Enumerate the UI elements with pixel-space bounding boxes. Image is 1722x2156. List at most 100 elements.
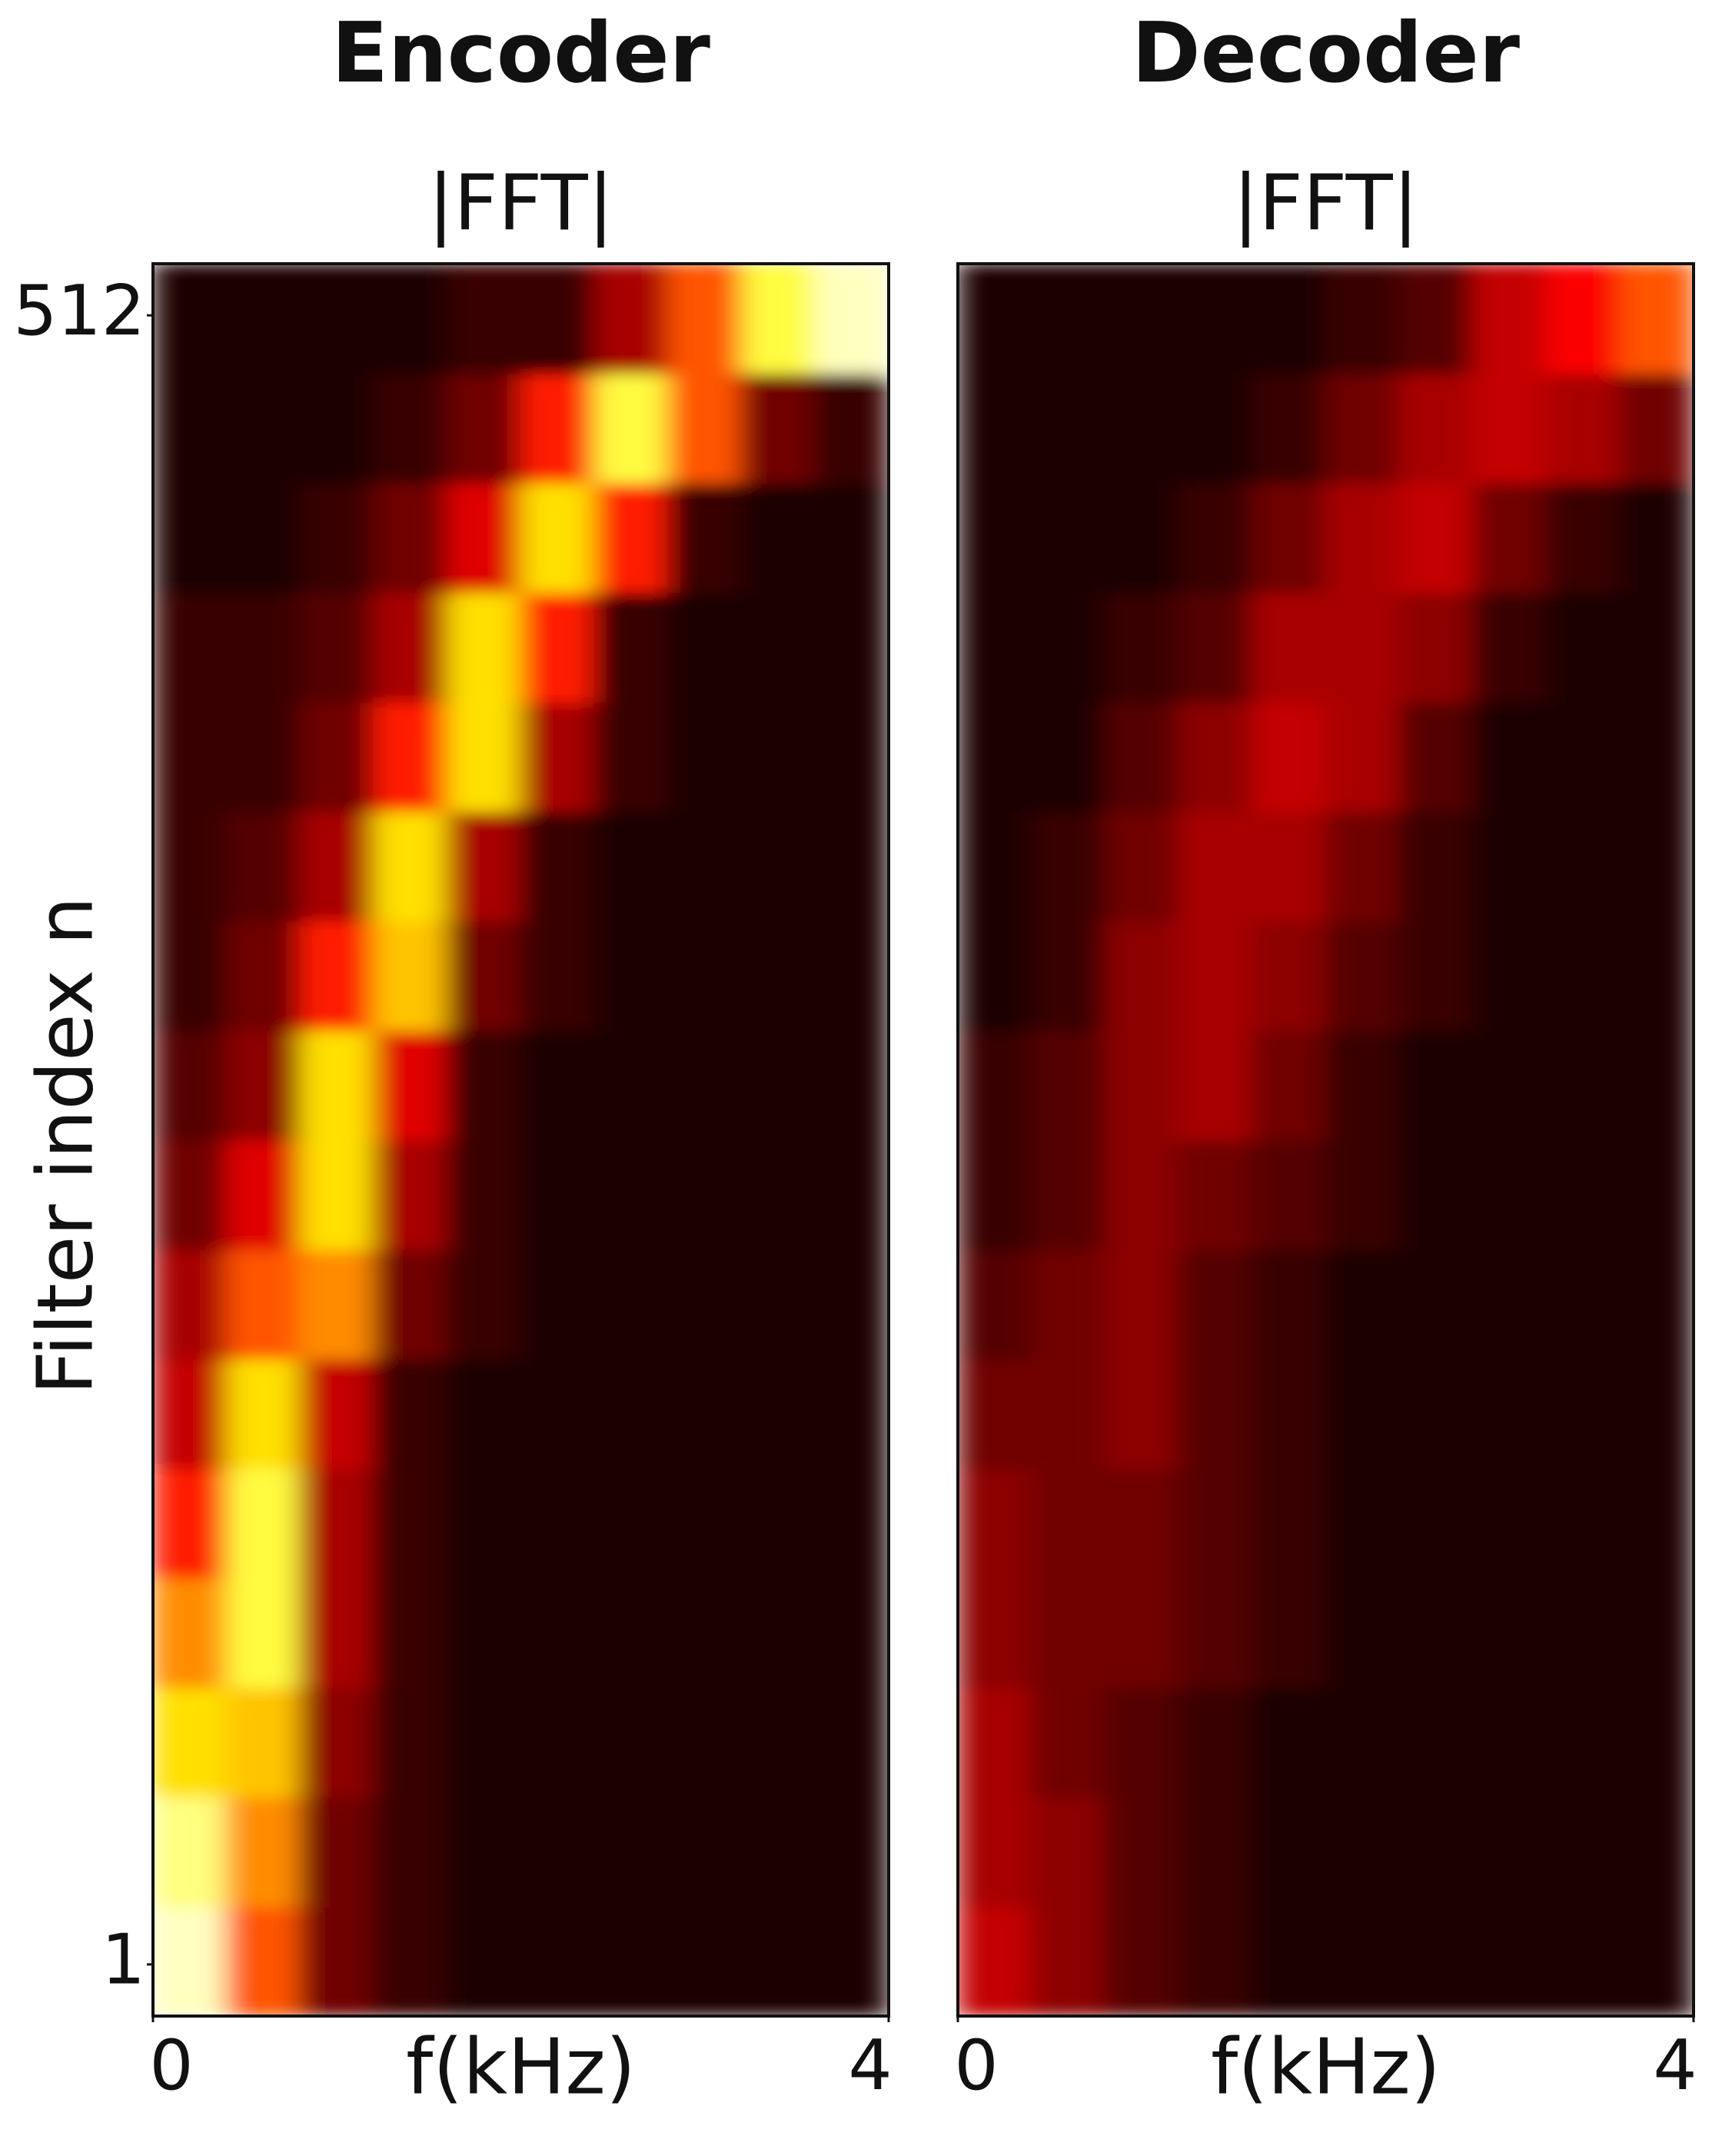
heatmap-cell [593, 1577, 669, 1689]
heatmap-cell [520, 1358, 596, 1469]
heatmap-cell [373, 810, 448, 922]
heatmap-cell [1251, 1905, 1327, 2016]
heatmap-cell [1104, 1139, 1180, 1250]
heatmap-cell [1251, 920, 1327, 1032]
heatmap-cell [814, 920, 889, 1032]
heatmap-cell [740, 1577, 816, 1689]
heatmap-cell [1104, 1467, 1180, 1579]
heatmap-cell [958, 591, 1032, 703]
heatmap-cell [1104, 481, 1180, 594]
heatmap-cell [814, 1796, 889, 1908]
heatmap-cell [1545, 1467, 1621, 1579]
heatmap-cell [1251, 1248, 1327, 1360]
heatmap-cell [1398, 700, 1474, 813]
heatmap-cell [373, 481, 448, 594]
heatmap-cell [1398, 1577, 1474, 1689]
heatmap-cell [1251, 481, 1327, 594]
heatmap-cell [740, 481, 816, 594]
heatmap-cell [153, 1686, 228, 1798]
heatmap-cell [520, 1139, 596, 1250]
heatmap-cell [593, 591, 669, 703]
heatmap [958, 264, 1694, 2016]
heatmap-cell [1104, 700, 1180, 813]
heatmap-cell [814, 1030, 889, 1141]
heatmap-cell [446, 1686, 522, 1798]
heatmap-cell [225, 920, 301, 1032]
heatmap-cell [667, 1467, 743, 1579]
heatmap-cell [1545, 1577, 1621, 1689]
heatmap-cell [153, 1248, 228, 1360]
x-tick-label: 4 [1653, 2025, 1697, 2106]
heatmap-cell [1471, 1905, 1547, 2016]
heatmap-cell [1178, 1577, 1253, 1689]
heatmap-cell [1471, 1577, 1547, 1689]
heatmap-cell [1471, 264, 1547, 374]
heatmap-cell [1398, 1358, 1474, 1469]
heatmap-cell [1030, 1248, 1106, 1360]
heatmap-cell [814, 591, 889, 703]
heatmap-cell [1178, 481, 1253, 594]
heatmap-cell [1398, 481, 1474, 594]
heatmap-cell [373, 1248, 448, 1360]
heatmap-cell [1030, 1686, 1106, 1798]
heatmap-cell [1251, 1139, 1327, 1250]
heatmap-cell [740, 1358, 816, 1469]
heatmap-cell [1325, 700, 1401, 813]
heatmap-cell [1471, 1358, 1547, 1469]
heatmap [153, 264, 889, 2016]
chart-title: Decoder [1132, 5, 1520, 101]
heatmap-cell [1030, 700, 1106, 813]
heatmap-cell [1251, 372, 1327, 484]
heatmap-cell [1030, 810, 1106, 922]
heatmap-cell [958, 1248, 1032, 1360]
heatmap-cell [1178, 1139, 1253, 1250]
heatmap-cell [446, 481, 522, 594]
heatmap-cell [1251, 591, 1327, 703]
heatmap-cells [153, 264, 889, 2016]
plot-frame [956, 262, 1695, 2018]
heatmap-cell [299, 481, 375, 594]
heatmap-cell [1030, 264, 1106, 374]
heatmap-cell [153, 810, 228, 922]
heatmap-cell [299, 1248, 375, 1360]
heatmap-cell [1325, 1686, 1401, 1798]
heatmap-cell [1619, 1796, 1694, 1908]
heatmap-cell [299, 1358, 375, 1469]
heatmap-cell [1398, 591, 1474, 703]
heatmap-cell [667, 1248, 743, 1360]
heatmap-cell [593, 1139, 669, 1250]
heatmap-cell [299, 1577, 375, 1689]
heatmap-cell [958, 1358, 1032, 1469]
heatmap-cell [299, 1030, 375, 1141]
heatmap-cell [446, 810, 522, 922]
heatmap-cell [1030, 372, 1106, 484]
heatmap-cell [153, 920, 228, 1032]
heatmap-cell [1398, 1030, 1474, 1141]
heatmap-cell [1104, 1577, 1180, 1689]
heatmap-cell [1104, 264, 1180, 374]
heatmap-cell [225, 1796, 301, 1908]
heatmap-cell [958, 1030, 1032, 1141]
heatmap-cell [740, 1686, 816, 1798]
heatmap-cell [667, 810, 743, 922]
heatmap-cell [593, 372, 669, 484]
heatmap-cell [520, 372, 596, 484]
heatmap-cell [446, 372, 522, 484]
heatmap-cell [1398, 1686, 1474, 1798]
heatmap-cell [1619, 920, 1694, 1032]
heatmap-cell [520, 264, 596, 374]
heatmap-cell [520, 810, 596, 922]
heatmap-cell [446, 920, 522, 1032]
heatmap-cell [446, 1796, 522, 1908]
heatmap-cell [1104, 372, 1180, 484]
heatmap-cell [1251, 810, 1327, 922]
heatmap-cell [1325, 1139, 1401, 1250]
heatmap-cell [1251, 1796, 1327, 1908]
heatmap-cell [1471, 1467, 1547, 1579]
y-tick-label: 512 [13, 271, 145, 351]
heatmap-cell [1030, 1139, 1106, 1250]
heatmap-cell [814, 1577, 889, 1689]
heatmap-cell [1471, 481, 1547, 594]
heatmap-cell [373, 1796, 448, 1908]
heatmap-cell [1325, 920, 1401, 1032]
